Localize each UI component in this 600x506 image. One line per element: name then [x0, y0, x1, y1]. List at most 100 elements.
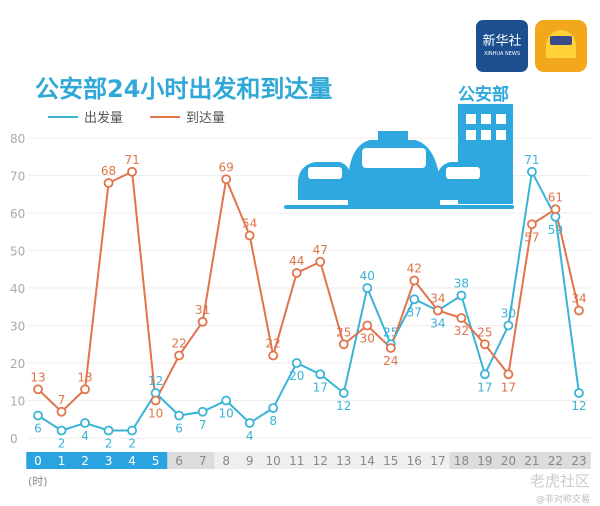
data-label: 25 [383, 325, 398, 339]
data-point [221, 395, 232, 406]
x-tick-label: 15 [383, 454, 398, 468]
data-label: 17 [313, 380, 328, 394]
watermark-main: 老虎社区 [530, 472, 590, 490]
data-label: 10 [148, 407, 163, 421]
data-point [221, 174, 232, 185]
x-tick-label: 18 [454, 454, 469, 468]
data-label: 37 [407, 305, 422, 319]
xinhua-logo-sub: XINHUA NEWS [484, 51, 520, 57]
data-label: 34 [571, 292, 586, 306]
data-label: 17 [477, 380, 492, 394]
data-label: 22 [171, 337, 186, 351]
data-label: 25 [336, 325, 351, 339]
watermark-sub: @非对称交易 [536, 493, 590, 505]
data-point [315, 256, 326, 267]
y-tick-label: 70 [10, 170, 25, 184]
data-label: 22 [266, 337, 281, 351]
data-label: 30 [360, 332, 375, 346]
data-label: 2 [58, 437, 66, 451]
data-point [409, 294, 420, 305]
data-point [33, 384, 43, 395]
data-point [33, 410, 43, 421]
data-point [503, 369, 514, 380]
xinhua-logo: 新华社 XINHUA NEWS [476, 20, 528, 72]
data-point [103, 425, 114, 436]
data-label: 12 [336, 399, 351, 413]
data-point [503, 320, 514, 331]
data-point [574, 305, 584, 316]
data-point [409, 275, 420, 286]
data-label: 24 [383, 354, 398, 368]
y-tick-label: 80 [10, 132, 25, 146]
x-tick-label: 22 [548, 454, 563, 468]
x-tick-label: 12 [313, 454, 328, 468]
data-label: 20 [289, 369, 304, 383]
x-tick-label: 19 [477, 454, 492, 468]
data-point [432, 305, 443, 316]
data-label: 25 [477, 325, 492, 339]
x-tick-label: 0 [34, 454, 42, 468]
y-tick-label: 0 [10, 432, 18, 446]
data-label: 44 [289, 254, 304, 268]
data-label: 13 [77, 370, 92, 384]
x-tick-label: 8 [222, 454, 230, 468]
data-point [291, 268, 302, 278]
x-tick-label: 13 [336, 454, 351, 468]
data-label: 71 [524, 153, 539, 167]
data-point [456, 313, 467, 323]
x-tick-label: 23 [571, 454, 586, 468]
data-point [127, 425, 137, 436]
y-tick-label: 50 [10, 245, 25, 259]
data-point [338, 339, 349, 350]
data-point [479, 339, 490, 350]
data-label: 7 [199, 418, 207, 432]
data-point [479, 369, 490, 380]
data-point [291, 358, 302, 368]
data-label: 61 [548, 190, 563, 204]
data-label: 42 [407, 262, 422, 276]
x-tick-label: 5 [152, 454, 160, 468]
data-label: 69 [219, 160, 234, 174]
data-point [456, 290, 467, 301]
legend-label-departure: 出发量 [84, 110, 123, 126]
data-label: 2 [128, 437, 136, 451]
data-label: 59 [548, 223, 563, 237]
x-tick-label: 16 [407, 454, 422, 468]
data-label: 34 [430, 317, 445, 331]
data-label: 31 [195, 303, 210, 317]
data-label: 71 [124, 153, 139, 167]
data-label: 38 [454, 277, 469, 291]
x-tick-label: 14 [360, 454, 375, 468]
x-tick-label: 11 [289, 454, 304, 468]
x-band [449, 452, 591, 469]
x-tick-label: 10 [266, 454, 281, 468]
data-label: 4 [246, 429, 254, 443]
series-line-0 [37, 168, 580, 432]
x-tick-label: 21 [524, 454, 539, 468]
x-tick-label: 20 [501, 454, 516, 468]
data-label: 8 [269, 414, 277, 428]
data-point [338, 388, 349, 398]
data-point [174, 410, 185, 421]
data-label: 34 [430, 292, 445, 306]
data-point [527, 219, 537, 230]
x-tick-label: 3 [105, 454, 113, 468]
data-point [268, 350, 279, 361]
x-axis-label: (时) [28, 475, 48, 488]
legend-label-arrival: 到达量 [186, 111, 225, 126]
data-point [56, 406, 67, 417]
x-tick-label: 1 [58, 454, 66, 468]
data-point [127, 166, 137, 177]
data-label: 30 [501, 307, 516, 321]
x-band [214, 452, 450, 469]
taxi-app-icon [535, 20, 587, 72]
data-point [56, 425, 67, 436]
data-label: 32 [454, 324, 469, 338]
data-point [574, 388, 584, 398]
x-band [167, 452, 215, 469]
data-label: 68 [101, 164, 116, 178]
y-tick-label: 60 [10, 207, 25, 221]
data-label: 57 [524, 230, 539, 244]
